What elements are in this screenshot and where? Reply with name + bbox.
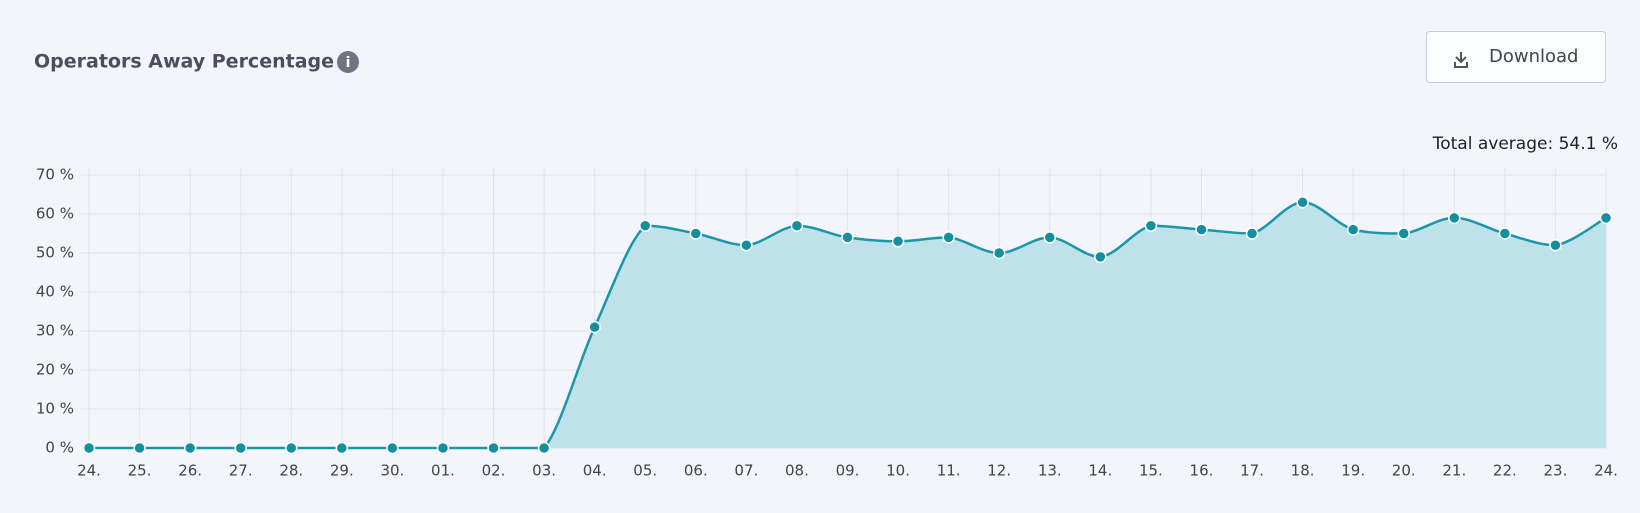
x-tick-label: 23. [1544, 462, 1568, 480]
point [1599, 211, 1613, 225]
x-tick-label: 17. [1240, 462, 1264, 480]
y-tick-label: 30 % [36, 322, 74, 340]
x-tick-label: 20. [1392, 462, 1416, 480]
x-tick-label: 28. [279, 462, 303, 480]
point [992, 246, 1006, 260]
area [89, 202, 1606, 448]
point [790, 219, 804, 232]
point [1498, 227, 1512, 240]
x-tick-label: 22. [1493, 462, 1517, 480]
x-tick-label: 03. [532, 462, 556, 480]
x-tick-label: 11. [937, 462, 961, 480]
x-tick-label: 26. [178, 462, 202, 480]
point [1144, 219, 1158, 232]
point [335, 441, 349, 455]
y-tick-label: 70 % [36, 166, 74, 184]
point [740, 238, 753, 252]
x-tick-label: 10. [886, 462, 910, 480]
point [1094, 250, 1107, 264]
point [234, 441, 247, 455]
point [133, 441, 146, 455]
point [1397, 227, 1410, 240]
x-tick-label: 13. [1038, 462, 1062, 480]
point [1245, 227, 1259, 240]
y-tick-label: 60 % [36, 205, 74, 223]
point [1448, 211, 1461, 225]
point [638, 219, 652, 232]
y-tick-label: 50 % [36, 244, 74, 262]
download-button-box [1426, 31, 1606, 83]
point [841, 231, 854, 244]
point [285, 441, 298, 455]
point [1043, 231, 1057, 244]
point [942, 231, 955, 244]
point [689, 227, 703, 240]
y-tick-label: 20 % [36, 361, 74, 379]
x-tick-label: 25. [128, 462, 152, 480]
x-tick-label: 01. [431, 462, 455, 480]
point [487, 441, 500, 455]
x-tick-label: 06. [684, 462, 708, 480]
chart-title: Operators Away Percentage [34, 51, 334, 73]
point [891, 235, 905, 248]
download-button[interactable]: Download [1426, 31, 1606, 83]
x-tick-label: 30. [380, 462, 404, 480]
point [386, 441, 399, 455]
x-tick-label: 19. [1341, 462, 1365, 480]
download-icon [1454, 52, 1468, 68]
info-icon-circle [337, 51, 359, 73]
x-tick-label: 15. [1139, 462, 1163, 480]
x-tick-label: 16. [1190, 462, 1214, 480]
x-tick-label: 24. [77, 462, 101, 480]
point [1195, 223, 1208, 236]
x-tick-label: 02. [482, 462, 506, 480]
point [82, 441, 96, 455]
point [183, 441, 197, 455]
point [1549, 238, 1562, 252]
total-average: Total average: 54.1 % [1432, 134, 1618, 154]
x-tick-label: 18. [1291, 462, 1315, 480]
info-icon[interactable]: i [337, 51, 359, 73]
y-tick-label: 40 % [36, 283, 74, 301]
point [1346, 223, 1360, 236]
x-tick-label: 21. [1442, 462, 1466, 480]
x-tick-label: 09. [836, 462, 860, 480]
point [588, 320, 601, 334]
info-icon-text: i [346, 55, 351, 71]
point [436, 441, 450, 455]
y-tick-label: 10 % [36, 400, 74, 418]
x-tick-label: 14. [1088, 462, 1112, 480]
x-tick-label: 08. [785, 462, 809, 480]
point [1296, 196, 1309, 209]
y-tick-label: 0 % [45, 439, 74, 457]
x-tick-label: 24. [1594, 462, 1618, 480]
point [537, 441, 551, 455]
x-tick-label: 12. [987, 462, 1011, 480]
x-tick-label: 29. [330, 462, 354, 480]
x-tick-label: 04. [583, 462, 607, 480]
x-tick-label: 05. [633, 462, 657, 480]
x-tick-label: 27. [229, 462, 253, 480]
download-button-label: Download [1489, 46, 1578, 67]
x-tick-label: 07. [734, 462, 758, 480]
